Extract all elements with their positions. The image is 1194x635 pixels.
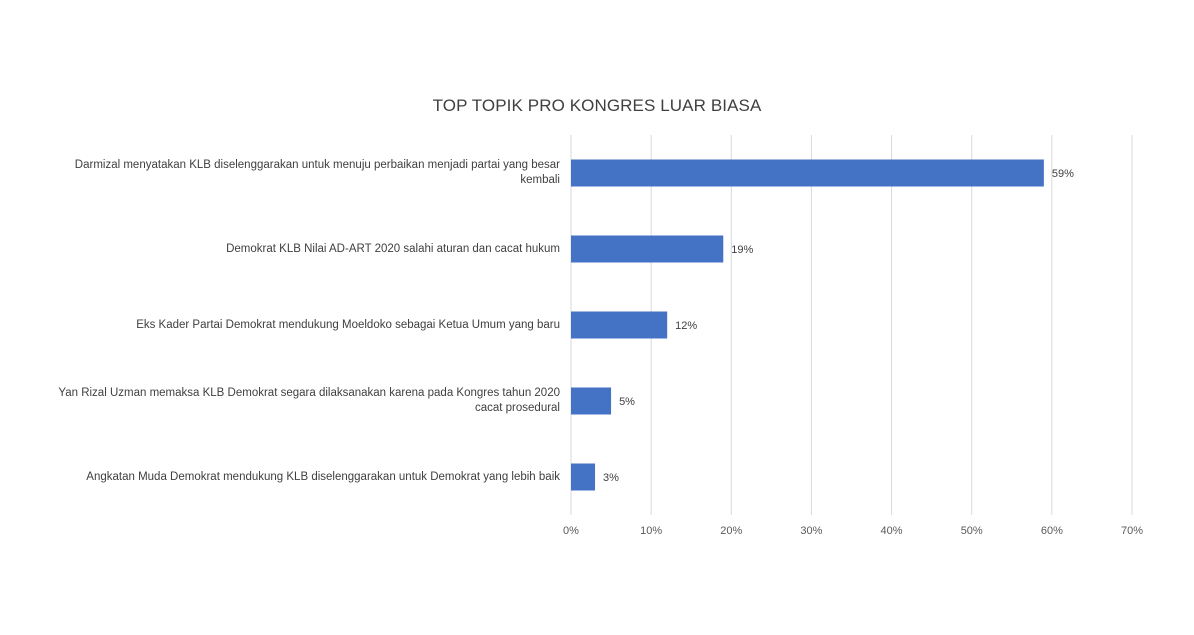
bar bbox=[571, 235, 724, 263]
bar bbox=[571, 311, 668, 339]
category-label: Eks Kader Partai Demokrat mendukung Moel… bbox=[136, 318, 560, 331]
category-label: Angkatan Muda Demokrat mendukung KLB dis… bbox=[86, 470, 560, 483]
data-label: 59% bbox=[1052, 168, 1074, 180]
bar bbox=[571, 387, 612, 415]
x-tick-label: 70% bbox=[1121, 525, 1143, 537]
category-label: Yan Rizal Uzman memaksa KLB Demokrat seg… bbox=[58, 387, 560, 414]
category-label: Demokrat KLB Nilai AD-ART 2020 salahi at… bbox=[226, 242, 560, 255]
category-label: Darmizal menyatakan KLB diselenggarakan … bbox=[74, 159, 560, 186]
x-tick-label: 50% bbox=[961, 525, 983, 537]
x-tick-label: 10% bbox=[640, 525, 662, 537]
data-label: 19% bbox=[731, 244, 753, 256]
bar bbox=[571, 463, 596, 491]
data-label: 5% bbox=[619, 396, 635, 408]
x-tick-label: 0% bbox=[563, 525, 579, 537]
data-label: 12% bbox=[675, 320, 697, 332]
bar bbox=[571, 159, 1044, 187]
data-label: 3% bbox=[603, 472, 619, 484]
x-tick-label: 60% bbox=[1041, 525, 1063, 537]
x-tick-label: 40% bbox=[881, 525, 903, 537]
x-tick-label: 20% bbox=[720, 525, 742, 537]
chart-title: TOP TOPIK PRO KONGRES LUAR BIASA bbox=[432, 96, 762, 115]
x-tick-label: 30% bbox=[800, 525, 822, 537]
